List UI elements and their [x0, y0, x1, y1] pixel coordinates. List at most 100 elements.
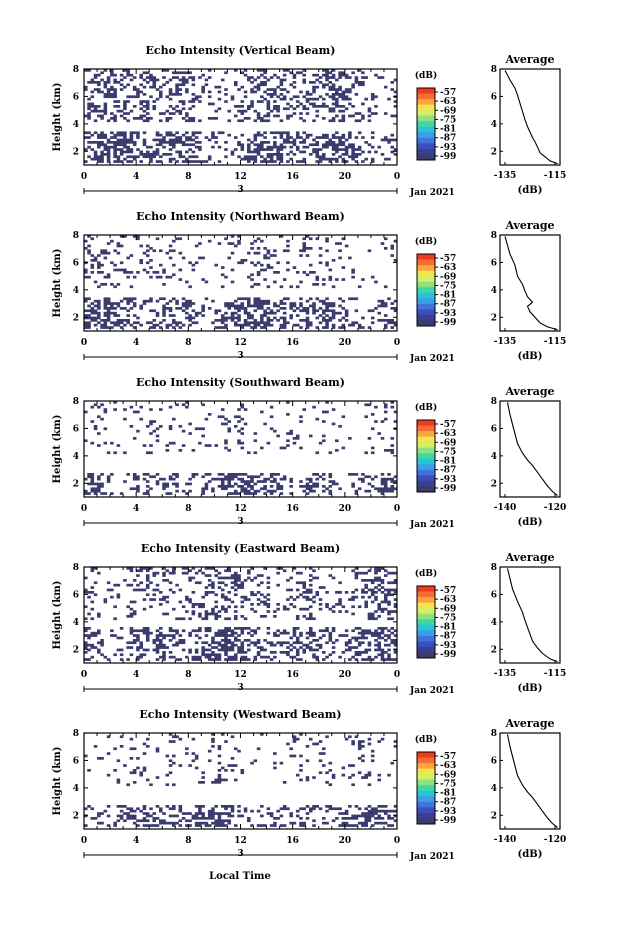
colorbar-tick-label: -93 — [440, 309, 456, 319]
heatmap-cell — [227, 634, 232, 637]
heatmap-cell — [322, 73, 326, 77]
heatmap-cell — [240, 480, 245, 483]
colorbar-tick-label: -69 — [440, 438, 456, 448]
heatmap-cell — [312, 97, 316, 101]
heatmap-cell — [315, 482, 320, 486]
heatmap-cell — [354, 155, 359, 159]
heatmap-cell — [155, 636, 160, 640]
heatmap-cell — [387, 487, 391, 491]
heatmap-cell — [286, 107, 290, 111]
heatmap-cell — [90, 271, 95, 274]
heatmap-cell — [312, 485, 316, 488]
heatmap-cell — [276, 150, 280, 154]
heatmap-cell — [260, 805, 264, 808]
heatmap-cell — [247, 639, 251, 642]
heatmap-cell — [276, 319, 280, 322]
heatmap-cell — [383, 326, 388, 329]
heatmap-cell — [312, 595, 316, 599]
heatmap-cell — [322, 83, 326, 87]
heatmap-cell — [194, 95, 199, 99]
heatmap-cell — [175, 237, 179, 241]
heatmap-cell — [250, 261, 254, 265]
heatmap-cell — [312, 405, 316, 409]
heatmap-cell — [224, 475, 228, 479]
heatmap-cell — [357, 636, 362, 640]
heatmap-cell — [273, 761, 277, 765]
heatmap-cell — [299, 319, 303, 322]
heatmap-cell — [341, 148, 346, 151]
heatmap-cell — [273, 114, 277, 118]
heatmap-cell — [191, 119, 196, 123]
heatmap-cell — [100, 90, 104, 94]
heatmap-cell — [181, 117, 186, 120]
heatmap-cell — [305, 311, 310, 315]
heatmap-cell — [224, 769, 228, 772]
heatmap-cell — [188, 812, 192, 815]
heatmap-cell — [194, 817, 199, 820]
heatmap-cell — [211, 299, 215, 303]
heatmap-cell — [207, 579, 212, 582]
heatmap-cell — [383, 304, 388, 308]
heatmap-cell — [90, 307, 95, 310]
profile-y-tick-label: 4 — [491, 120, 497, 130]
heatmap-cell — [139, 819, 143, 823]
heatmap-cell — [240, 485, 245, 488]
heatmap-cell — [178, 807, 183, 811]
heatmap-cell — [155, 143, 160, 147]
heatmap-cell — [263, 492, 267, 495]
heatmap-cell — [331, 480, 336, 483]
heatmap-cell — [256, 273, 261, 277]
heatmap-cell — [351, 598, 355, 601]
heatmap-cell — [97, 81, 101, 84]
heatmap-cell — [247, 482, 251, 486]
x-tick-label: 0 — [394, 338, 400, 348]
heatmap-cell — [168, 141, 173, 144]
heatmap-cell — [194, 427, 199, 431]
heatmap-cell — [142, 752, 147, 755]
heatmap-cell — [250, 102, 254, 106]
heatmap-cell — [380, 655, 385, 659]
heatmap-cell — [142, 477, 147, 481]
heatmap-cell — [256, 150, 261, 154]
heatmap-cell — [260, 733, 264, 736]
heatmap-cell — [325, 805, 329, 808]
heatmap-cell — [178, 737, 183, 741]
heatmap-cell — [322, 326, 326, 329]
heatmap-cell — [132, 95, 137, 99]
heatmap-cell — [263, 148, 267, 151]
heatmap-cell — [377, 569, 381, 573]
heatmap-cell — [198, 119, 202, 123]
heatmap-cell — [331, 145, 336, 149]
heatmap-cell — [253, 492, 258, 495]
heatmap-cell — [149, 266, 153, 269]
heatmap-cell — [266, 610, 271, 613]
heatmap-cell — [90, 817, 95, 820]
heatmap-cell — [364, 773, 368, 777]
heatmap-cell — [299, 764, 303, 767]
heatmap-cell — [110, 95, 114, 99]
heatmap-cell — [142, 627, 147, 630]
heatmap-cell — [191, 160, 196, 163]
heatmap-cell — [312, 569, 316, 573]
heatmap-cell — [351, 482, 355, 486]
heatmap-cell — [374, 420, 378, 423]
heatmap-cell — [123, 307, 127, 310]
heatmap-cell — [152, 153, 157, 156]
heatmap-cell — [344, 610, 349, 613]
heatmap-cell — [201, 73, 205, 77]
heatmap-cell — [308, 487, 313, 491]
heatmap-cell — [240, 302, 245, 305]
heatmap-cell — [165, 109, 170, 113]
heatmap-cell — [325, 136, 329, 139]
heatmap-cell — [178, 809, 183, 813]
heatmap-cell — [348, 136, 352, 139]
heatmap-cell — [217, 655, 222, 659]
heatmap-cell — [136, 655, 140, 659]
heatmap-cell — [84, 314, 88, 317]
heatmap-cell — [351, 85, 355, 89]
heatmap-cell — [106, 752, 111, 755]
heatmap-cell — [217, 773, 222, 777]
heatmap-cell — [201, 90, 205, 94]
heatmap-cell — [302, 615, 307, 618]
heatmap-cell — [155, 747, 160, 751]
